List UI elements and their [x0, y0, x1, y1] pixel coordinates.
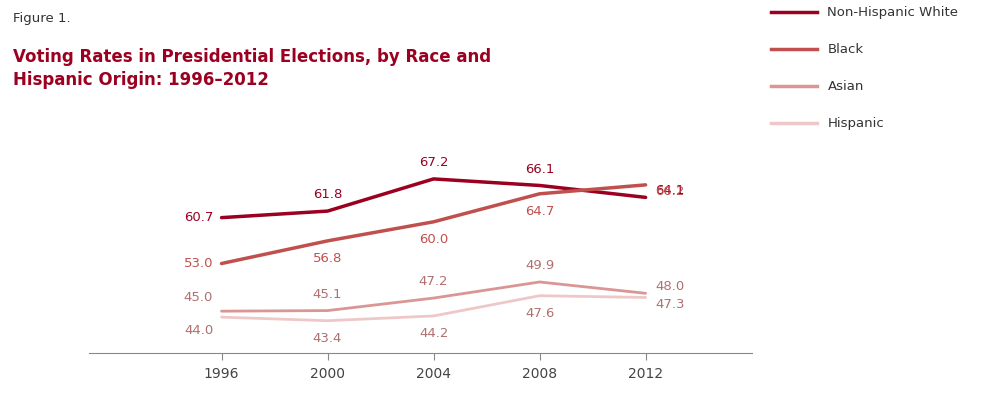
Text: 66.1: 66.1 [525, 163, 554, 176]
Text: 44.0: 44.0 [184, 324, 214, 337]
Text: 56.8: 56.8 [313, 252, 342, 265]
Text: 49.9: 49.9 [525, 259, 554, 272]
Text: 61.8: 61.8 [313, 188, 342, 201]
Text: 60.7: 60.7 [184, 211, 214, 224]
Text: 66.2: 66.2 [656, 185, 684, 198]
Text: 44.2: 44.2 [419, 327, 448, 340]
Text: 64.1: 64.1 [656, 184, 684, 197]
Text: 60.0: 60.0 [419, 233, 448, 246]
Text: 47.6: 47.6 [525, 307, 554, 320]
Text: 64.7: 64.7 [525, 205, 554, 218]
Text: 48.0: 48.0 [656, 280, 684, 293]
Text: Black: Black [828, 43, 863, 56]
Text: 45.1: 45.1 [313, 288, 342, 301]
Text: Hispanic: Hispanic [828, 117, 884, 130]
Text: 45.0: 45.0 [184, 291, 214, 304]
Text: 67.2: 67.2 [418, 156, 448, 169]
Text: Voting Rates in Presidential Elections, by Race and
Hispanic Origin: 1996–2012: Voting Rates in Presidential Elections, … [13, 48, 491, 89]
Text: 47.3: 47.3 [656, 298, 684, 311]
Text: 53.0: 53.0 [184, 257, 214, 270]
Text: Figure 1.: Figure 1. [13, 12, 70, 25]
Text: 43.4: 43.4 [313, 332, 342, 345]
Text: 47.2: 47.2 [418, 275, 448, 288]
Text: Non-Hispanic White: Non-Hispanic White [828, 6, 958, 18]
Text: Asian: Asian [828, 80, 863, 93]
